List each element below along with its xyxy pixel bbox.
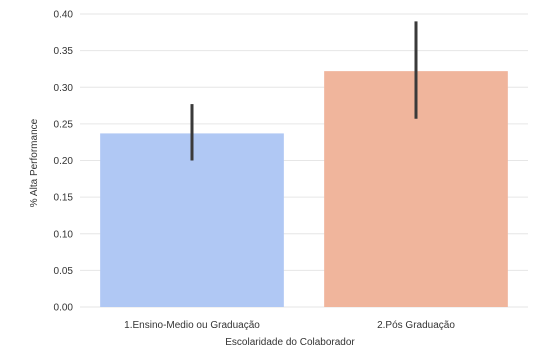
y-tick-label: 0.10 bbox=[54, 229, 74, 240]
x-tick-label: 2.Pós Graduação bbox=[377, 320, 455, 331]
y-tick-label: 0.40 bbox=[54, 10, 74, 21]
y-axis-ticks: 0.00 0.05 0.10 0.15 0.20 0.25 0.30 0.35 0.40 bbox=[54, 10, 74, 314]
x-axis-label: Escolaridade do Colaborador bbox=[225, 337, 355, 347]
y-tick-label: 0.00 bbox=[54, 303, 74, 314]
y-tick-label: 0.05 bbox=[54, 266, 74, 277]
y-tick-label: 0.30 bbox=[54, 83, 74, 94]
y-axis-label: % Alta Performance bbox=[29, 118, 40, 207]
x-tick-label: 1.Ensino-Medio ou Graduação bbox=[124, 320, 260, 331]
y-tick-label: 0.15 bbox=[54, 193, 74, 204]
y-tick-label: 0.20 bbox=[54, 156, 74, 167]
y-tick-label: 0.25 bbox=[54, 119, 74, 130]
error-bars bbox=[190, 21, 418, 161]
x-axis-ticks: 1.Ensino-Medio ou Graduação 2.Pós Graduaç… bbox=[124, 320, 455, 331]
y-tick-label: 0.35 bbox=[54, 46, 74, 57]
bars bbox=[100, 71, 508, 307]
bar bbox=[100, 133, 284, 307]
